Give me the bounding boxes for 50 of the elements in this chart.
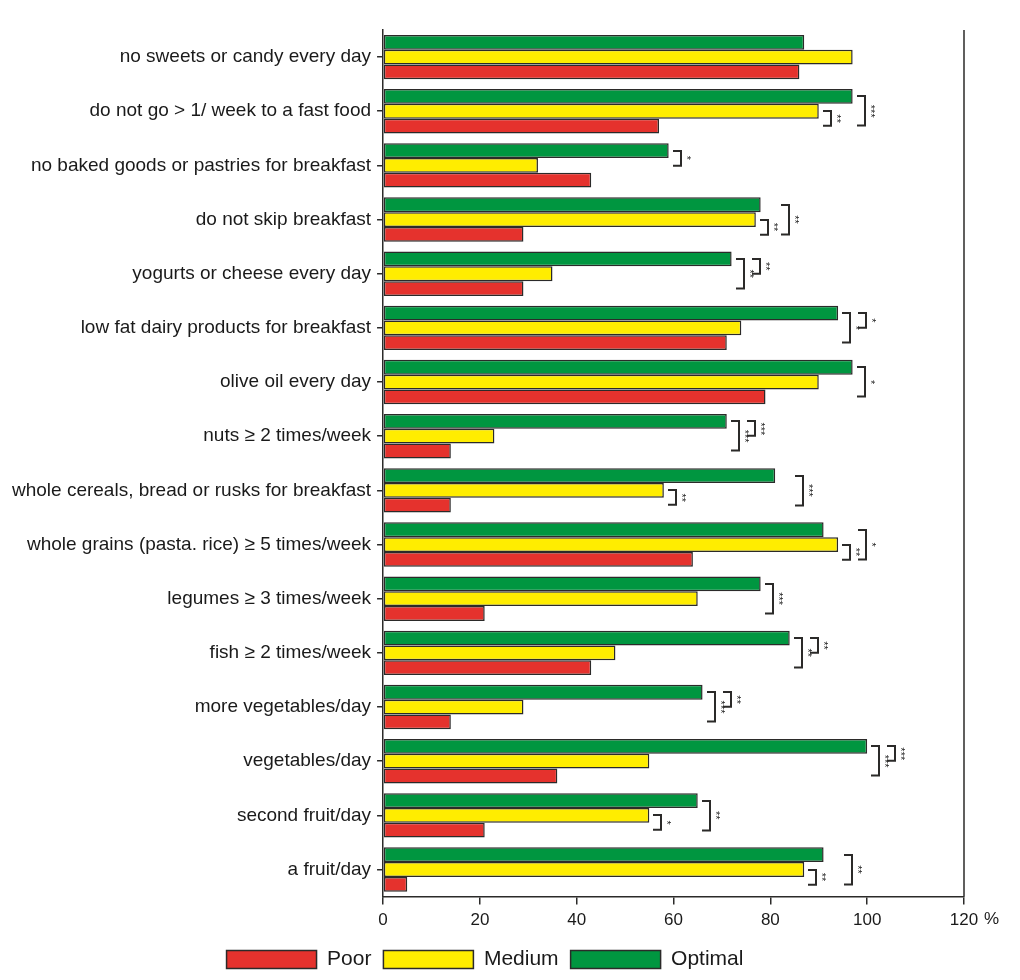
y-tick-label: no baked goods or pastries for breakfast [30,153,372,175]
y-tick-label: olive oil every day [220,370,372,392]
annotation: ** [709,811,722,821]
y-tick-label: nuts ≥ 2 times/week [203,424,372,446]
annotation: * [866,318,879,324]
annotation: *** [772,592,785,606]
y-tick-label: a fruit/day [287,857,372,879]
x-tick-label: 80 [760,910,780,930]
annotation: ** [767,222,780,232]
y-tick-label: low fat dairy products for breakfast [80,316,372,338]
y-tick-label: whole grains (pasta. rice) ≥ 5 times/week [25,532,372,554]
annotation: ** [816,872,829,882]
annotation: *** [895,747,908,761]
x-tick-label: 0 [378,910,388,930]
annotation: *** [754,422,767,436]
annotation: ** [675,493,688,503]
annotation: ** [850,547,863,557]
legend-label: Medium [483,946,559,970]
annotation: ** [759,262,772,272]
x-tick-label: 60 [664,910,683,930]
y-tick-label: legumes ≥ 3 times/week [167,586,372,608]
y-tick-label: fish ≥ 2 times/week [209,641,372,663]
legend-label: Optimal [671,946,744,970]
annotation: * [864,379,877,385]
annotation: ** [830,114,843,124]
y-tick-label: second fruit/day [236,803,372,825]
x-tick-label: 120 [949,910,979,930]
annotation: ** [817,641,830,651]
y-tick-label: no sweets or candy every day [119,45,372,67]
annotation: * [866,542,879,548]
x-tick-label: 100 [852,910,882,930]
annotation: * [680,155,693,161]
y-tick-label: whole cereals, bread or rusks for breakfast [10,478,372,500]
annotation: ** [788,215,801,225]
annotation: * [661,820,674,826]
annotation: ** [801,648,814,658]
annotation: *** [803,483,816,498]
y-tick-label: vegetables/day [243,749,372,771]
annotation: ** [851,865,864,875]
legend-label: Poor [327,946,372,970]
x-tick-label: 20 [470,910,490,930]
y-tick-label: more vegetables/day [194,695,372,717]
y-tick-label: do not go > 1/ week to a fast food [89,99,372,121]
x-axis-title: % [984,908,1000,928]
annotation: *** [864,104,877,119]
y-tick-label: do not skip breakfast [195,207,372,229]
y-tick-label: yogurts or cheese every day [132,261,372,283]
x-tick-label: 40 [567,910,587,930]
annotation: ** [730,695,743,705]
annotation: ** [743,269,756,279]
